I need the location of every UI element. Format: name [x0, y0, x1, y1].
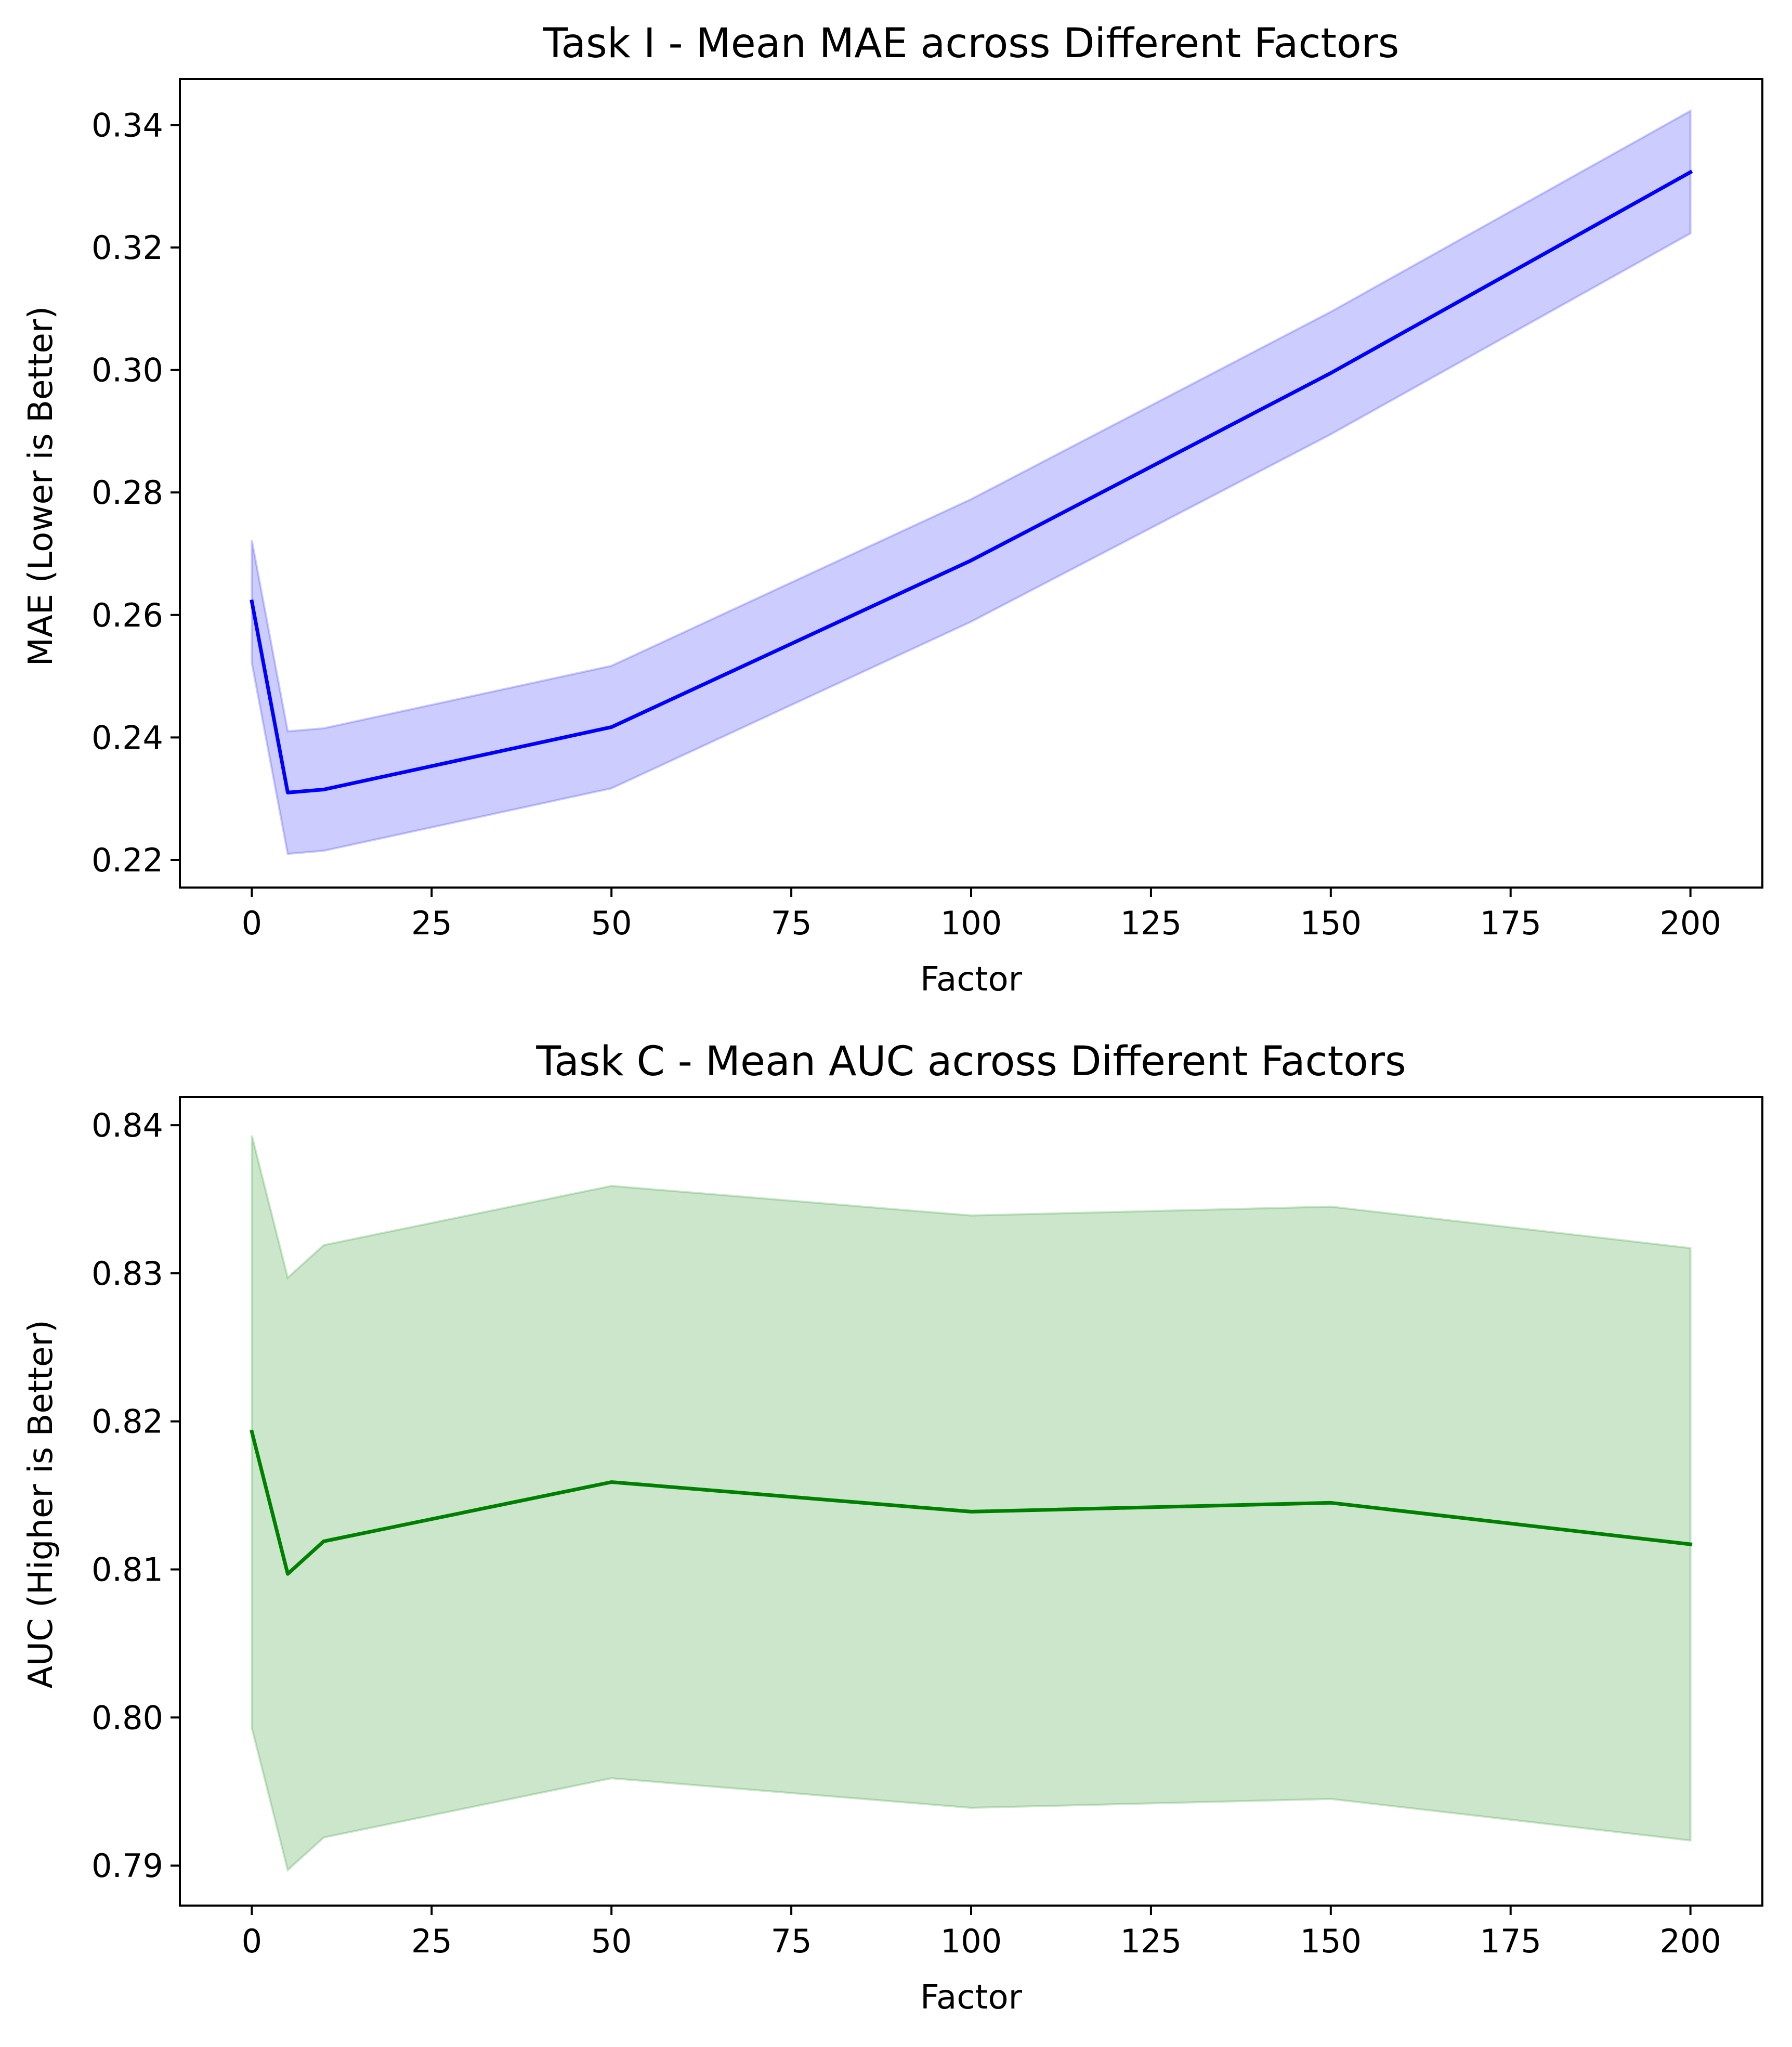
y-tick-label: 0.28: [91, 474, 163, 512]
data-point: [969, 1509, 973, 1514]
x-axis-label: Factor: [920, 960, 1023, 999]
x-tick-label: 200: [1659, 1922, 1721, 1960]
confidence-band: [251, 109, 1692, 855]
confidence-band: [251, 1135, 1692, 1872]
data-point: [609, 725, 613, 729]
y-tick-label: 0.80: [91, 1699, 163, 1737]
data-point: [286, 1572, 290, 1576]
y-tick-label: 0.79: [91, 1847, 163, 1885]
y-tick-label: 0.30: [91, 351, 163, 389]
y-tick-label: 0.84: [91, 1106, 163, 1144]
data-point: [286, 790, 290, 794]
data-point: [609, 1480, 613, 1484]
x-axis-label: Factor: [920, 1978, 1023, 2017]
mean-line: [250, 1429, 1693, 1576]
data-point: [1329, 371, 1333, 375]
chart-title: Task C - Mean AUC across Different Facto…: [535, 1038, 1406, 1085]
x-tick-label: 75: [771, 904, 812, 942]
data-point: [322, 1539, 326, 1543]
y-tick-label: 0.24: [91, 719, 163, 757]
y-tick-label: 0.32: [91, 229, 163, 267]
y-tick-label: 0.22: [91, 841, 163, 879]
chart-auc: Task C - Mean AUC across Different Facto…: [22, 1038, 1763, 2017]
x-tick-label: 100: [940, 904, 1002, 942]
y-tick-label: 0.82: [91, 1403, 163, 1441]
chart-mae: Task I - Mean MAE across Different Facto…: [22, 20, 1763, 999]
x-tick-label: 0: [242, 1922, 262, 1960]
y-tick-label: 0.26: [91, 596, 163, 634]
x-tick-label: 150: [1300, 1922, 1362, 1960]
y-axis-label: AUC (Higher is Better): [22, 1320, 60, 1688]
x-tick-label: 175: [1480, 904, 1541, 942]
x-tick-label: 150: [1300, 904, 1362, 942]
x-tick-label: 125: [1120, 1922, 1182, 1960]
data-point: [322, 788, 326, 792]
data-point: [250, 599, 254, 604]
data-point: [1329, 1501, 1333, 1505]
data-point: [1689, 1542, 1693, 1546]
chart-title: Task I - Mean MAE across Different Facto…: [543, 20, 1399, 67]
y-tick-label: 0.83: [91, 1255, 163, 1293]
x-tick-label: 75: [771, 1922, 812, 1960]
x-tick-label: 25: [411, 1922, 452, 1960]
x-tick-label: 125: [1120, 904, 1182, 942]
mean-line: [250, 170, 1693, 794]
y-tick-label: 0.81: [91, 1551, 163, 1589]
x-tick-label: 100: [940, 1922, 1002, 1960]
x-tick-label: 25: [411, 904, 452, 942]
data-point: [969, 558, 973, 563]
x-tick-label: 50: [591, 1922, 632, 1960]
data-point: [1689, 170, 1693, 174]
x-tick-label: 200: [1659, 904, 1721, 942]
y-axis-label: MAE (Lower is Better): [22, 306, 60, 666]
data-point: [250, 1430, 254, 1434]
x-tick-label: 50: [591, 904, 632, 942]
x-tick-label: 175: [1480, 1922, 1541, 1960]
x-tick-label: 0: [242, 904, 262, 942]
y-tick-label: 0.34: [91, 106, 163, 144]
